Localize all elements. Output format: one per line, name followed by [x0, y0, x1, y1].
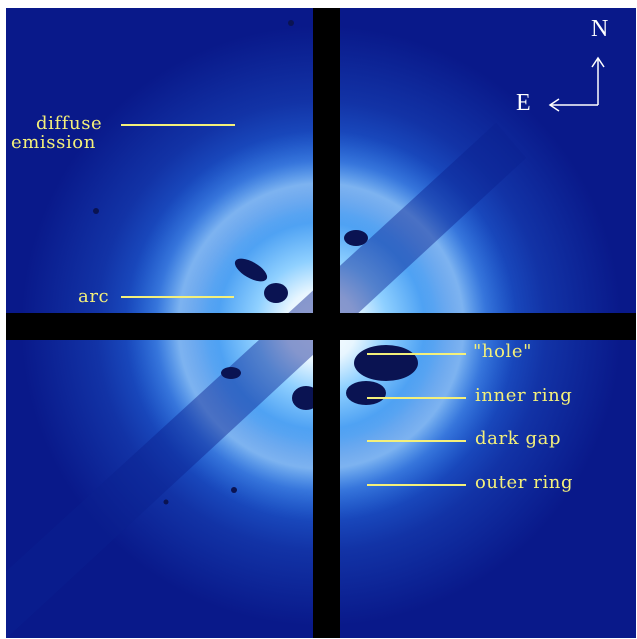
label-emission: emission [11, 132, 96, 153]
compass-arrows [548, 56, 605, 112]
east-label: E [516, 90, 531, 116]
leader-diffuse [121, 124, 235, 126]
leader-arc [121, 296, 234, 298]
label-hole: "hole" [473, 341, 532, 362]
label-outer-ring: outer ring [475, 472, 574, 493]
north-label: N [591, 16, 609, 42]
label-arc: arc [78, 286, 110, 307]
speckles [93, 20, 418, 505]
leader-dark-gap [367, 440, 466, 442]
label-dark-gap: dark gap [475, 428, 562, 449]
label-diffuse: diffuse [36, 113, 103, 134]
horizontal-occulting-bar [6, 313, 636, 340]
diagonal-artifact [6, 123, 526, 638]
leader-inner-ring [367, 397, 466, 399]
label-inner-ring: inner ring [475, 385, 573, 406]
image-canvas [6, 8, 636, 638]
leader-outer-ring [367, 484, 466, 486]
leader-hole [367, 353, 466, 355]
coronagraph-image [6, 8, 636, 638]
